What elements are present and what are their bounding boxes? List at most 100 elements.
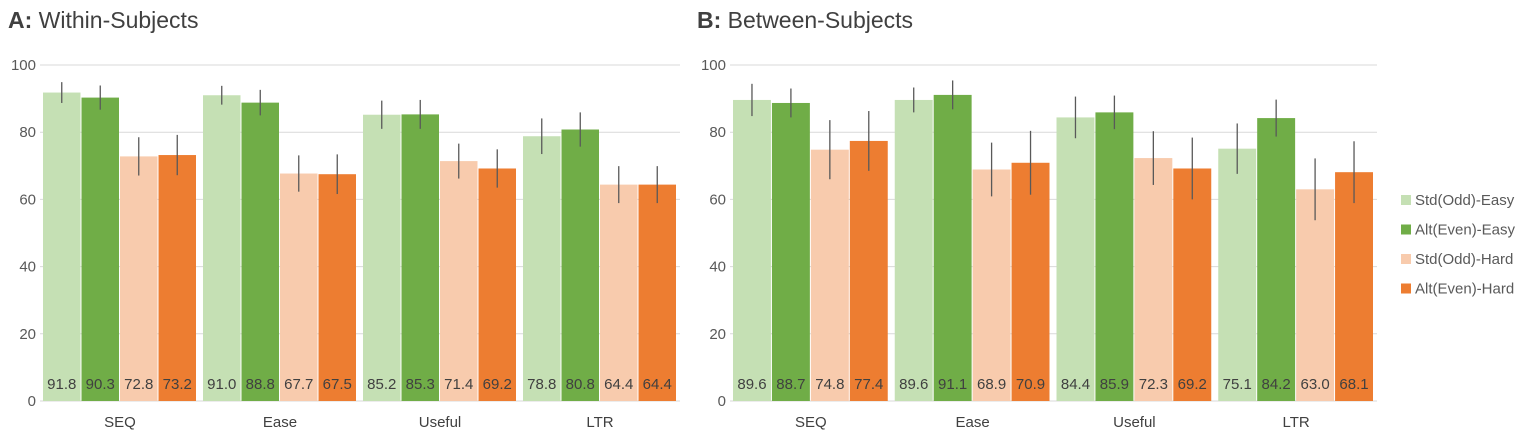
bar: [771, 102, 810, 401]
x-category-label: SEQ: [795, 414, 827, 431]
y-tick-label: 100: [11, 57, 36, 74]
bar: [1056, 117, 1095, 401]
bar: [363, 114, 401, 401]
legend-label: Alt(Even)-Easy: [1415, 222, 1516, 239]
bar: [1011, 162, 1050, 401]
data-label: 85.2: [367, 376, 396, 393]
x-category-label: SEQ: [104, 414, 136, 431]
y-tick-label: 100: [701, 57, 726, 74]
panel-a: A: Within-Subjects 0 20 40 60 80 100 91.8 90.3 72…: [8, 7, 680, 431]
bar: [972, 169, 1011, 401]
panel-title: B: Between-Subjects: [697, 7, 913, 33]
legend-swatch: [1401, 224, 1411, 235]
bar: [81, 97, 119, 401]
data-label: 78.8: [527, 376, 556, 393]
y-tick-label: 60: [19, 191, 36, 208]
data-label: 74.8: [815, 376, 844, 393]
x-category-label: Useful: [1113, 414, 1156, 431]
bar: [280, 173, 318, 401]
data-label: 90.3: [86, 376, 115, 393]
bar: [43, 92, 81, 401]
legend-label: Std(Odd)-Easy: [1415, 192, 1515, 209]
data-label: 89.6: [737, 376, 766, 393]
bar: [1095, 112, 1134, 401]
data-label: 68.1: [1339, 376, 1368, 393]
legend-swatch: [1401, 195, 1411, 205]
data-label: 63.0: [1300, 376, 1329, 393]
panel-letter: B:: [697, 7, 728, 33]
bar: [203, 95, 241, 402]
x-category-label: Ease: [956, 414, 990, 431]
legend: Std(Odd)-Easy Alt(Even)-Easy Std(Odd)-Hard…: [1401, 192, 1516, 298]
x-category-label: LTR: [586, 414, 613, 431]
data-label: 91.0: [207, 376, 236, 393]
bar: [241, 102, 279, 401]
data-label: 84.2: [1262, 376, 1291, 393]
bar: [1134, 158, 1173, 401]
panel-title: A: Within-Subjects: [8, 7, 198, 33]
data-label: 64.4: [643, 376, 672, 393]
bar: [158, 155, 196, 401]
x-category-label: Ease: [263, 414, 297, 431]
y-tick-label: 20: [19, 326, 36, 343]
y-tick-label: 40: [709, 259, 726, 276]
data-label: 91.1: [938, 376, 967, 393]
y-tick-label: 40: [19, 259, 36, 276]
bar: [1296, 189, 1335, 401]
data-label: 85.3: [406, 376, 435, 393]
bar: [1173, 168, 1212, 401]
bar: [1335, 172, 1373, 401]
bar: [894, 99, 933, 401]
bar: [638, 184, 676, 401]
bar: [600, 184, 638, 401]
data-label: 91.8: [47, 376, 76, 393]
data-label: 88.8: [246, 376, 275, 393]
y-tick-label: 80: [19, 124, 36, 141]
legend-label: Std(Odd)-Hard: [1415, 251, 1513, 268]
panel-letter: A:: [8, 7, 39, 33]
bar: [440, 161, 478, 401]
bar: [933, 94, 972, 402]
data-label: 75.1: [1223, 376, 1252, 393]
data-label: 70.9: [1016, 376, 1045, 393]
bar: [318, 174, 356, 401]
bar: [120, 156, 158, 401]
bar: [1218, 148, 1257, 401]
data-label: 72.8: [124, 376, 153, 393]
data-label: 85.9: [1100, 376, 1129, 393]
bar: [733, 99, 771, 401]
data-label: 67.5: [323, 376, 352, 393]
x-category-label: LTR: [1283, 414, 1310, 431]
y-tick-label: 0: [28, 393, 36, 410]
y-tick-label: 0: [718, 393, 726, 410]
data-label: 80.8: [566, 376, 595, 393]
x-category-label: Useful: [419, 414, 462, 431]
data-label: 68.9: [977, 376, 1006, 393]
legend-label: Alt(Even)-Hard: [1415, 281, 1514, 298]
y-tick-label: 80: [709, 124, 726, 141]
data-label: 71.4: [444, 376, 473, 393]
bar: [478, 168, 516, 401]
bar: [1257, 118, 1296, 401]
legend-swatch: [1401, 283, 1411, 294]
panel-b: B: Between-Subjects 0 20 40 60 80 100 89.6 88.7 7…: [697, 7, 1377, 431]
data-label: 73.2: [163, 376, 192, 393]
bar: [849, 140, 888, 401]
data-label: 67.7: [284, 376, 313, 393]
panel-title-text: Between-Subjects: [728, 7, 913, 33]
bar: [401, 114, 439, 401]
data-label: 69.2: [1178, 376, 1207, 393]
panel-title-text: Within-Subjects: [39, 7, 199, 33]
data-label: 84.4: [1061, 376, 1090, 393]
data-label: 69.2: [483, 376, 512, 393]
bar: [561, 129, 599, 401]
bar: [810, 149, 849, 401]
y-tick-label: 20: [709, 326, 726, 343]
data-label: 64.4: [604, 376, 633, 393]
legend-swatch: [1401, 254, 1411, 264]
data-label: 89.6: [899, 376, 928, 393]
data-label: 77.4: [854, 376, 883, 393]
y-tick-label: 60: [709, 191, 726, 208]
data-label: 72.3: [1139, 376, 1168, 393]
